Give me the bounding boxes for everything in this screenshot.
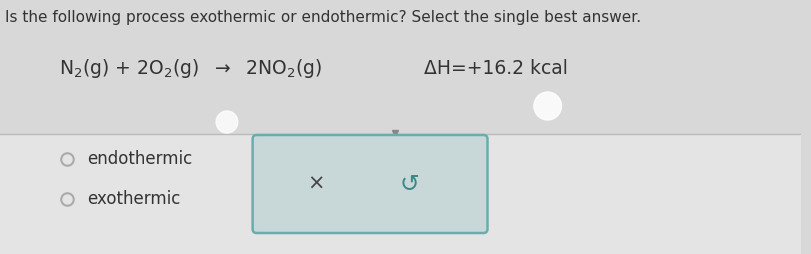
Bar [0, 129, 800, 254]
Text: ×: × [307, 174, 324, 194]
Text: ↺: ↺ [399, 172, 419, 196]
Bar [0, 134, 800, 254]
Text: ΔH=+16.2 kcal: ΔH=+16.2 kcal [424, 59, 568, 78]
Text: endothermic: endothermic [87, 150, 192, 168]
Text: N$_2$(g) + 2O$_2$(g)  $\rightarrow$  2NO$_2$(g): N$_2$(g) + 2O$_2$(g) $\rightarrow$ 2NO$_… [59, 57, 322, 81]
Text: Is the following process exothermic or endothermic? Select the single best answe: Is the following process exothermic or e… [5, 10, 640, 25]
Bar [0, 0, 800, 129]
FancyBboxPatch shape [252, 135, 487, 233]
Circle shape [533, 92, 561, 120]
Circle shape [216, 111, 238, 133]
Text: exothermic: exothermic [87, 190, 180, 208]
